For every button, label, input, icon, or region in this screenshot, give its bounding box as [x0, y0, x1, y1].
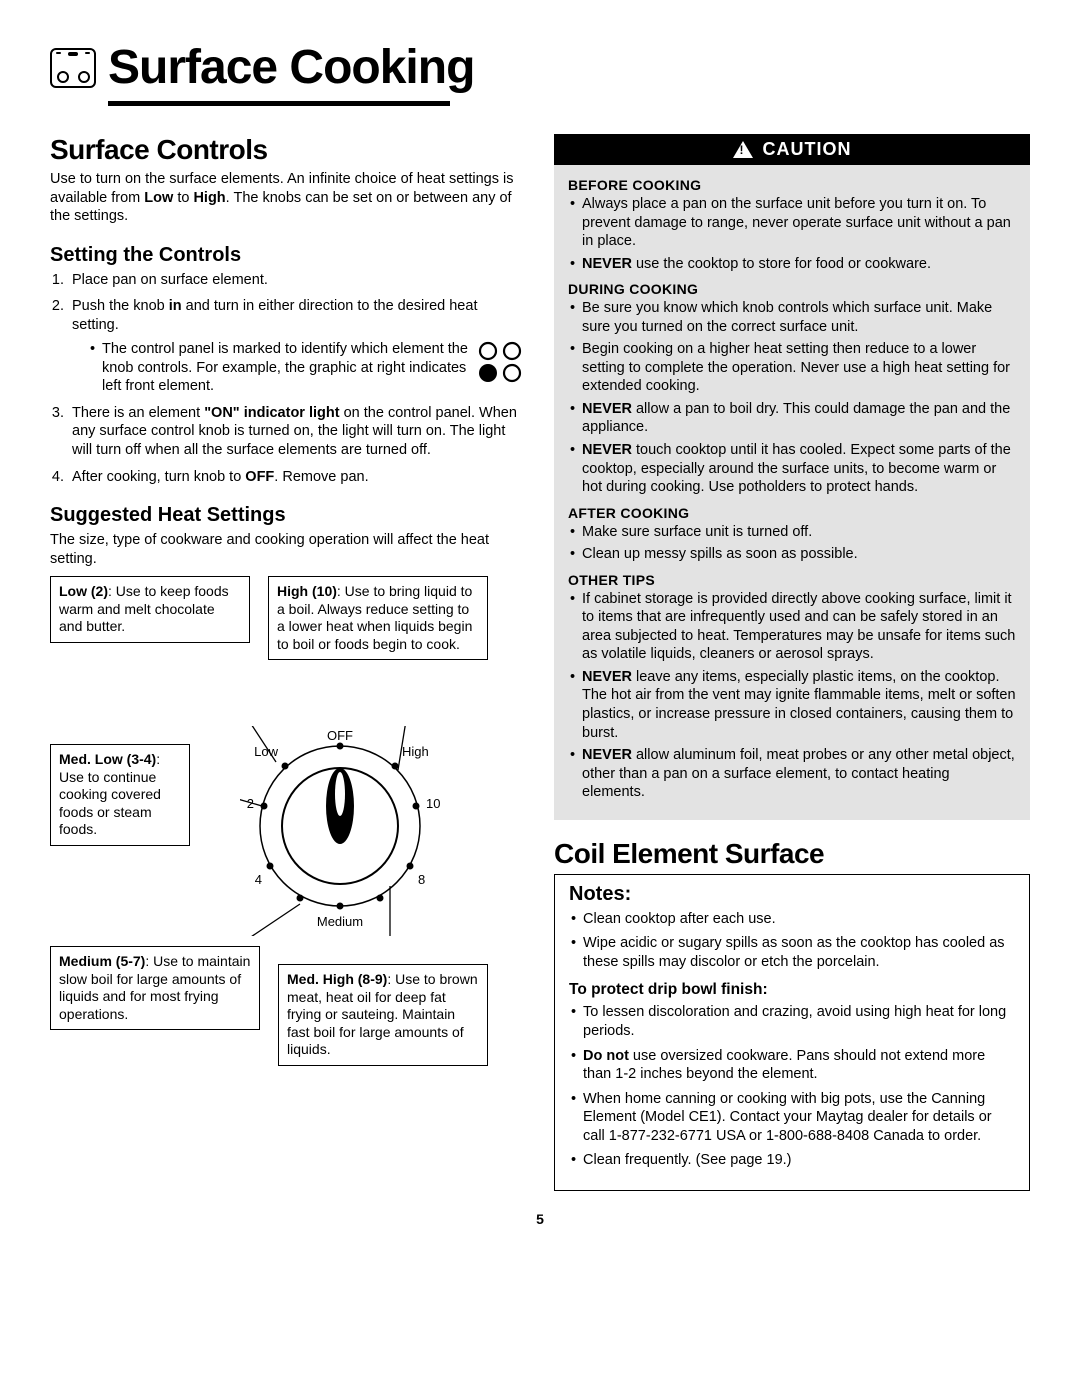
- callout-medhigh: Med. High (8-9): Use to brown meat, heat…: [278, 964, 488, 1066]
- svg-text:OFF: OFF: [327, 728, 353, 743]
- drip-3: When home canning or cooking with big po…: [583, 1090, 1015, 1146]
- note-2: Wipe acidic or sugary spills as soon as …: [583, 934, 1015, 971]
- control-dial-icon: OFF Low High 2 10 4 8 Medium: [240, 726, 440, 941]
- after-item-1: Make sure surface unit is turned off.: [582, 523, 1016, 542]
- other-item-1: If cabinet storage is provided directly …: [582, 590, 1016, 664]
- svg-text:Low: Low: [254, 744, 278, 759]
- notes-box: Notes: Clean cooktop after each use. Wip…: [554, 874, 1030, 1191]
- during-item-1: Be sure you know which knob controls whi…: [582, 299, 1016, 336]
- other-tips-heading: OTHER TIPS: [568, 572, 1016, 588]
- page-number: 5: [50, 1211, 1030, 1227]
- svg-text:High: High: [402, 744, 429, 759]
- after-item-2: Clean up messy spills as soon as possibl…: [582, 545, 1016, 564]
- before-item-1: Always place a pan on the surface unit b…: [582, 195, 1016, 251]
- svg-text:8: 8: [418, 872, 425, 887]
- step-4: After cooking, turn knob to OFF. Remove …: [68, 468, 526, 487]
- svg-text:4: 4: [255, 872, 262, 887]
- surface-controls-heading: Surface Controls: [50, 134, 526, 166]
- caution-header: CAUTION: [554, 134, 1030, 165]
- callout-medlow: Med. Low (3-4): Use to continue cooking …: [50, 744, 190, 846]
- page-header: Surface Cooking: [50, 40, 1030, 95]
- drip-bowl-heading: To protect drip bowl finish:: [569, 981, 1015, 999]
- left-column: Surface Controls Use to turn on the surf…: [50, 134, 526, 1191]
- right-column: CAUTION BEFORE COOKING Always place a pa…: [554, 134, 1030, 1191]
- step-2: Push the knob in and turn in either dire…: [68, 297, 526, 396]
- suggested-heat-text: The size, type of cookware and cooking o…: [50, 531, 526, 568]
- after-cooking-heading: AFTER COOKING: [568, 505, 1016, 521]
- setting-controls-heading: Setting the Controls: [50, 244, 526, 267]
- during-item-2: Begin cooking on a higher heat setting t…: [582, 340, 1016, 396]
- before-cooking-heading: BEFORE COOKING: [568, 177, 1016, 193]
- during-item-3: NEVER allow a pan to boil dry. This coul…: [582, 400, 1016, 437]
- during-item-4: NEVER touch cooktop until it has cooled.…: [582, 441, 1016, 497]
- before-item-2: NEVER use the cooktop to store for food …: [582, 255, 1016, 274]
- notes-heading: Notes:: [569, 883, 1015, 906]
- other-item-2: NEVER leave any items, especially plasti…: [582, 668, 1016, 742]
- caution-title: CAUTION: [763, 139, 852, 160]
- svg-text:Medium: Medium: [317, 914, 363, 929]
- svg-text:10: 10: [426, 796, 440, 811]
- coil-element-heading: Coil Element Surface: [554, 838, 1030, 870]
- other-item-3: NEVER allow aluminum foil, meat probes o…: [582, 746, 1016, 802]
- title-underline: [108, 101, 450, 106]
- svg-text:2: 2: [247, 796, 254, 811]
- drip-2: Do not use oversized cookware. Pans shou…: [583, 1047, 1015, 1084]
- stove-icon: [50, 48, 96, 88]
- caution-box: BEFORE COOKING Always place a pan on the…: [554, 165, 1030, 820]
- step-2-bullet: The control panel is marked to identify …: [102, 340, 526, 396]
- callout-low: Low (2): Use to keep foods warm and melt…: [50, 576, 250, 643]
- drip-4: Clean frequently. (See page 19.): [583, 1151, 1015, 1170]
- warning-triangle-icon: [733, 141, 753, 158]
- page-title: Surface Cooking: [108, 40, 474, 95]
- burner-indicator-icon: [476, 340, 526, 384]
- note-1: Clean cooktop after each use.: [583, 910, 1015, 929]
- callout-medium: Medium (5-7): Use to maintain slow boil …: [50, 946, 260, 1030]
- surface-controls-intro: Use to turn on the surface elements. An …: [50, 170, 526, 226]
- callout-high: High (10): Use to bring liquid to a boil…: [268, 576, 488, 660]
- setting-steps: Place pan on surface element. Push the k…: [50, 271, 526, 486]
- drip-1: To lessen discoloration and crazing, avo…: [583, 1003, 1015, 1040]
- during-cooking-heading: DURING COOKING: [568, 281, 1016, 297]
- suggested-heat-heading: Suggested Heat Settings: [50, 504, 526, 527]
- step-1: Place pan on surface element.: [68, 271, 526, 290]
- step-3: There is an element "ON" indicator light…: [68, 404, 526, 460]
- dial-diagram: Low (2): Use to keep foods warm and melt…: [50, 576, 526, 1116]
